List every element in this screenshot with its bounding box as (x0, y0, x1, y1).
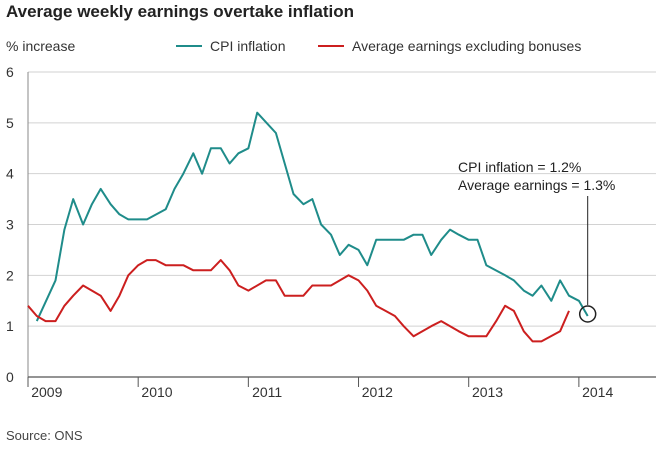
y-tick-label-2: 2 (6, 267, 14, 283)
y-axis-label: % increase (6, 38, 76, 54)
y-tick-label-3: 3 (6, 217, 14, 233)
legend-label-cpi: CPI inflation (210, 38, 286, 54)
x-tick-label-2011: 2011 (252, 384, 282, 400)
legend-swatch-cpi (176, 45, 202, 47)
annotation-text-0: CPI inflation = 1.2% (458, 159, 581, 175)
x-tick-label-2010: 2010 (141, 384, 172, 400)
series-line-cpi-inflation (35, 111, 589, 322)
annotation-circle (578, 305, 597, 323)
legend-item-cpi: CPI inflation (176, 38, 285, 54)
y-tick-label-1: 1 (6, 318, 14, 334)
y-tick-label-6: 6 (6, 64, 14, 80)
source-note: Source: ONS (6, 428, 83, 443)
legend-label-earnings: Average earnings excluding bonuses (352, 38, 582, 54)
legend-swatch-earnings (318, 45, 344, 47)
x-tick-label-2013: 2013 (472, 384, 503, 400)
chart-title: Average weekly earnings overtake inflati… (6, 2, 355, 21)
x-tick-label-2014: 2014 (582, 384, 613, 400)
annotation-text-1: Average earnings = 1.3% (458, 177, 615, 193)
series-line-average-earnings (27, 259, 570, 343)
x-tick-label-2012: 2012 (362, 384, 393, 400)
y-tick-label-0: 0 (6, 369, 14, 385)
x-tick-label-2009: 2009 (31, 384, 62, 400)
legend-item-earnings: Average earnings excluding bonuses (318, 38, 581, 54)
y-tick-label-4: 4 (6, 166, 14, 182)
y-tick-label-5: 5 (6, 115, 14, 131)
